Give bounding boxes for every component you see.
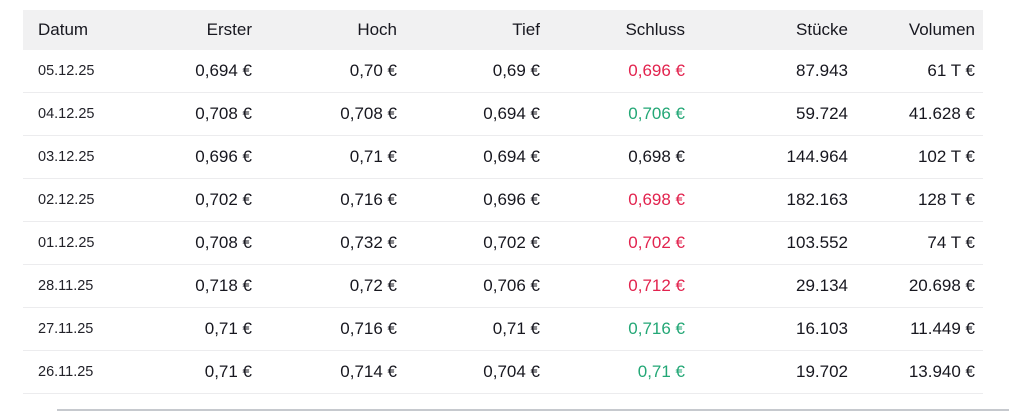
cell-schluss: 0,696 € bbox=[628, 61, 685, 80]
cell-datum: 28.11.25 bbox=[23, 264, 163, 308]
table-row: 03.12.25 0,696 €0,71 €0,694 €0,698 €144.9… bbox=[23, 135, 983, 179]
cell-volumen: 74 T € bbox=[856, 221, 983, 265]
cell-stuecke: 103.552 bbox=[693, 221, 856, 265]
cell-stuecke: 182.163 bbox=[693, 178, 856, 222]
cell-tief: 0,71 € bbox=[405, 307, 548, 351]
cell-volumen: 128 T € bbox=[856, 178, 983, 222]
cell-hoch: 0,708 € bbox=[260, 92, 405, 136]
cell-erster: 0,702 € bbox=[163, 178, 260, 222]
cell-tief: 0,706 € bbox=[405, 264, 548, 308]
cell-schluss: 0,698 € bbox=[548, 178, 693, 222]
column-header-tief: Tief bbox=[405, 10, 548, 50]
cell-schluss: 0,716 € bbox=[548, 307, 693, 351]
cell-volumen: 13.940 € bbox=[856, 350, 983, 394]
cell-hoch: 0,714 € bbox=[260, 350, 405, 394]
table-row: 01.12.25 0,708 €0,732 €0,702 €0,702 €103.… bbox=[23, 221, 983, 265]
cell-hoch: 0,72 € bbox=[260, 264, 405, 308]
cell-datum: 02.12.25 bbox=[23, 178, 163, 222]
cell-datum: 26.11.25 bbox=[23, 350, 163, 394]
cell-tief: 0,694 € bbox=[405, 92, 548, 136]
column-header-stuecke: Stücke bbox=[693, 10, 856, 50]
cell-volumen: 61 T € bbox=[927, 61, 975, 80]
price-history-table-container: Datum Erster Hoch Tief Schluss Stücke Volumen … bbox=[23, 10, 983, 394]
cell-tief: 0,702 € bbox=[405, 221, 548, 265]
table-row: 27.11.25 0,71 €0,716 €0,71 €0,716 €16.103… bbox=[23, 307, 983, 351]
cell-erster: 0,71 € bbox=[163, 307, 260, 351]
column-header-schluss: Schluss bbox=[548, 10, 693, 50]
cell-erster: 0,708 € bbox=[163, 221, 260, 265]
cell-hoch: 0,70 € bbox=[349, 61, 397, 80]
table-row: 05.12.25 0,694 € 0,70 € 0,69 € 0,696 € 87.943… bbox=[23, 50, 983, 93]
column-header-datum: Datum bbox=[23, 10, 163, 50]
cell-schluss: 0,698 € bbox=[548, 135, 693, 179]
cell-schluss: 0,71 € bbox=[548, 350, 693, 394]
table-body: 05.12.25 0,694 € 0,70 € 0,69 € 0,696 € 87.943… bbox=[23, 50, 983, 394]
column-header-volumen: Volumen bbox=[856, 10, 983, 50]
cell-hoch: 0,716 € bbox=[260, 178, 405, 222]
cell-schluss: 0,702 € bbox=[548, 221, 693, 265]
cell-volumen: 102 T € bbox=[856, 135, 983, 179]
cell-hoch: 0,71 € bbox=[260, 135, 405, 179]
cell-erster: 0,71 € bbox=[163, 350, 260, 394]
cell-datum: 27.11.25 bbox=[23, 307, 163, 351]
cell-datum: 04.12.25 bbox=[23, 92, 163, 136]
cell-tief: 0,704 € bbox=[405, 350, 548, 394]
cell-schluss: 0,706 € bbox=[548, 92, 693, 136]
bottom-divider bbox=[57, 409, 1009, 411]
cell-stuecke: 87.943 bbox=[796, 61, 848, 80]
cell-erster: 0,718 € bbox=[163, 264, 260, 308]
cell-stuecke: 29.134 bbox=[693, 264, 856, 308]
cell-erster: 0,696 € bbox=[163, 135, 260, 179]
cell-tief: 0,694 € bbox=[405, 135, 548, 179]
table-row: 28.11.25 0,718 €0,72 €0,706 €0,712 €29.13… bbox=[23, 264, 983, 308]
cell-schluss: 0,712 € bbox=[548, 264, 693, 308]
cell-hoch: 0,732 € bbox=[260, 221, 405, 265]
cell-volumen: 41.628 € bbox=[856, 92, 983, 136]
table-row: 04.12.25 0,708 €0,708 €0,694 €0,706 €59.7… bbox=[23, 92, 983, 136]
cell-volumen: 11.449 € bbox=[856, 307, 983, 351]
table-row: 02.12.25 0,702 €0,716 €0,696 €0,698 €182.… bbox=[23, 178, 983, 222]
cell-stuecke: 59.724 bbox=[693, 92, 856, 136]
cell-volumen: 20.698 € bbox=[856, 264, 983, 308]
table-header-row: Datum Erster Hoch Tief Schluss Stücke Volumen bbox=[23, 10, 983, 50]
cell-tief: 0,69 € bbox=[492, 61, 540, 80]
cell-datum: 05.12.25 bbox=[38, 63, 95, 79]
cell-datum: 01.12.25 bbox=[23, 221, 163, 265]
table-row: 26.11.25 0,71 €0,714 €0,704 €0,71 €19.702… bbox=[23, 350, 983, 394]
column-header-erster: Erster bbox=[163, 10, 260, 50]
price-history-table: Datum Erster Hoch Tief Schluss Stücke Volumen … bbox=[23, 10, 983, 394]
table-header: Datum Erster Hoch Tief Schluss Stücke Volumen bbox=[23, 10, 983, 50]
cell-tief: 0,696 € bbox=[405, 178, 548, 222]
cell-stuecke: 144.964 bbox=[693, 135, 856, 179]
column-header-hoch: Hoch bbox=[260, 10, 405, 50]
cell-stuecke: 19.702 bbox=[693, 350, 856, 394]
cell-stuecke: 16.103 bbox=[693, 307, 856, 351]
cell-hoch: 0,716 € bbox=[260, 307, 405, 351]
cell-erster: 0,694 € bbox=[195, 61, 252, 80]
cell-erster: 0,708 € bbox=[163, 92, 260, 136]
cell-datum: 03.12.25 bbox=[23, 135, 163, 179]
